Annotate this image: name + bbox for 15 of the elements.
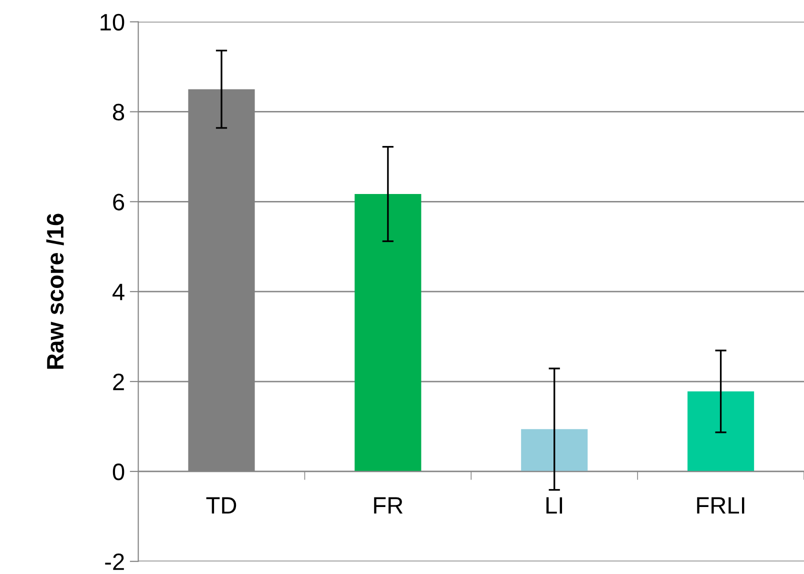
- x-tick-label: FRLI: [697, 497, 744, 514]
- x-tick-label: LI: [546, 497, 562, 514]
- y-tick-label: -2: [105, 553, 124, 570]
- y-tick-label: 4: [112, 284, 124, 300]
- x-tick-label: TD: [206, 497, 236, 514]
- y-tick-label: 2: [113, 374, 124, 390]
- bar: [521, 429, 588, 472]
- y-tick-label: 10: [100, 14, 124, 31]
- y-tick-label: 8: [112, 104, 124, 121]
- bar: [354, 194, 422, 472]
- bar: [688, 391, 754, 472]
- y-axis-title: Raw score /16: [46, 214, 64, 369]
- y-tick-label: 0: [112, 464, 124, 480]
- y-tick-label: 6: [113, 194, 124, 210]
- x-tick-label: FR: [374, 497, 403, 514]
